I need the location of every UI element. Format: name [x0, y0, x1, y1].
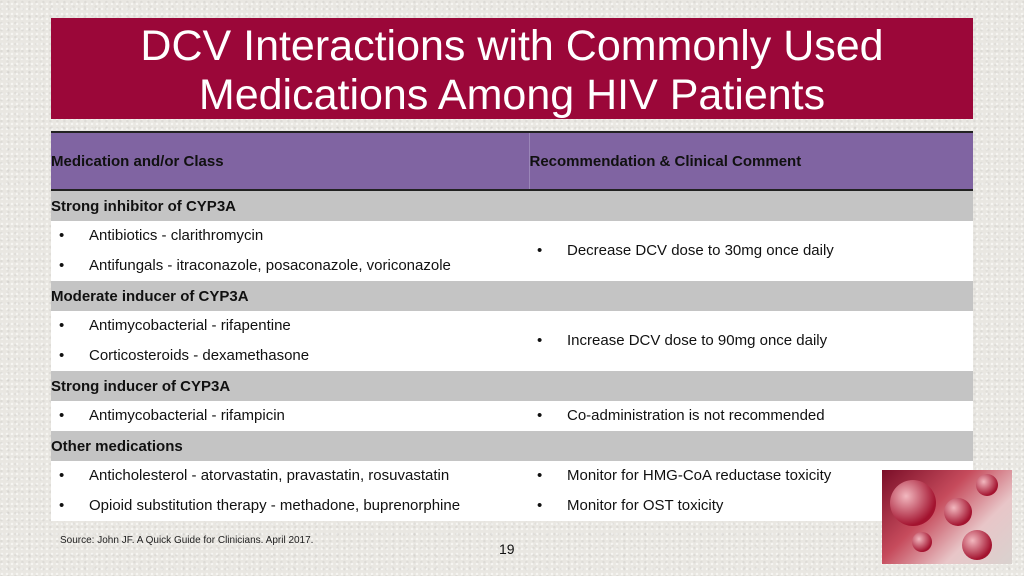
cell-blob [944, 498, 972, 526]
medication-cell: • Antimycobacterial - rifampicin [51, 401, 529, 431]
section-label: Other medications [51, 431, 973, 461]
section-row: Strong inhibitor of CYP3A [51, 190, 973, 221]
list-item: • Opioid substitution therapy - methadone… [51, 491, 529, 521]
section-label: Strong inducer of CYP3A [51, 371, 973, 401]
recommendation-text: Increase DCV dose to 90mg once daily [567, 332, 828, 349]
medication-cell: • Antimycobacterial - rifapentine • Cortic… [51, 311, 529, 371]
list-item: • Anticholesterol - atorvastatin, pravast… [51, 461, 529, 491]
medication-text: Antibiotics - clarithromycin [89, 227, 264, 244]
list-item: • Decrease DCV dose to 30mg once daily [529, 236, 973, 266]
bullet: • [59, 317, 65, 334]
medication-text: Opioid substitution therapy - methadone,… [89, 497, 461, 514]
bullet: • [59, 467, 65, 484]
table-row: • Opioid substitution therapy - methadone… [51, 491, 973, 521]
bullet: • [537, 242, 543, 259]
bullet: • [537, 467, 543, 484]
recommendation-cell: • Decrease DCV dose to 30mg once daily [529, 221, 973, 281]
section-row: Moderate inducer of CYP3A [51, 281, 973, 311]
bullet: • [59, 227, 65, 244]
section-row: Strong inducer of CYP3A [51, 371, 973, 401]
slide-title: DCV Interactions with Commonly Used Medi… [51, 18, 973, 119]
list-item: • Antimycobacterial - rifampicin [51, 401, 529, 431]
table-row: • Antimycobacterial - rifapentine • Cortic… [51, 311, 973, 371]
bullet: • [59, 347, 65, 364]
interactions-table: Medication and/or Class Recommendation &… [51, 131, 973, 521]
medication-text: Corticosteroids - dexamethasone [89, 347, 310, 364]
section-label: Moderate inducer of CYP3A [51, 281, 973, 311]
bullet: • [59, 497, 65, 514]
list-item: • Monitor for HMG-CoA reductase toxicity [529, 461, 973, 491]
bullet: • [59, 407, 65, 424]
header-recommendation: Recommendation & Clinical Comment [528, 131, 973, 191]
medication-cell: • Anticholesterol - atorvastatin, pravast… [51, 461, 529, 491]
medication-text: Antimycobacterial - rifampicin [89, 407, 285, 424]
header-medication: Medication and/or Class [51, 131, 529, 191]
section-row: Other medications [51, 431, 973, 461]
bullet: • [59, 257, 65, 274]
list-item: • Antimycobacterial - rifapentine [51, 311, 529, 341]
medication-text: Anticholesterol - atorvastatin, pravasta… [89, 467, 450, 484]
medication-text: Antimycobacterial - rifapentine [89, 317, 291, 334]
medication-cell: • Antibiotics - clarithromycin • Antifunga… [51, 221, 529, 281]
list-item: • Antibiotics - clarithromycin [51, 221, 529, 251]
page-number: 19 [499, 541, 515, 557]
table-row: • Antimycobacterial - rifampicin • Co-admi… [51, 401, 973, 431]
recommendation-text: Monitor for HMG-CoA reductase toxicity [567, 467, 832, 484]
medication-cell: • Opioid substitution therapy - methadone… [51, 491, 529, 521]
title-line-2: Medications Among HIV Patients [198, 71, 826, 119]
table-row: • Anticholesterol - atorvastatin, pravast… [51, 461, 973, 491]
cell-blob [890, 480, 936, 526]
title-line-1: DCV Interactions with Commonly Used [140, 22, 884, 70]
cell-blob [912, 532, 932, 552]
cell-blob [962, 530, 992, 560]
bullet: • [537, 497, 543, 514]
medication-text: Antifungals - itraconazole, posaconazole… [89, 257, 451, 274]
bullet: • [537, 407, 543, 424]
cell-blob [976, 474, 998, 496]
recommendation-cell: • Increase DCV dose to 90mg once daily [529, 311, 973, 371]
list-item: • Antifungals - itraconazole, posaconazol… [51, 251, 529, 281]
table-row: • Antibiotics - clarithromycin • Antifunga… [51, 221, 973, 281]
recommendation-text: Co-administration is not recommended [567, 407, 825, 424]
source-citation: Source: John JF. A Quick Guide for Clini… [60, 535, 314, 546]
recommendation-text: Monitor for OST toxicity [567, 497, 724, 514]
recommendation-cell: • Co-administration is not recommended [529, 401, 973, 431]
list-item: • Co-administration is not recommended [529, 401, 973, 431]
bullet: • [537, 332, 543, 349]
recommendation-text: Decrease DCV dose to 30mg once daily [567, 242, 834, 259]
list-item: • Corticosteroids - dexamethasone [51, 341, 529, 371]
section-label: Strong inhibitor of CYP3A [51, 190, 973, 221]
list-item: • Increase DCV dose to 90mg once daily [529, 326, 973, 356]
list-item: • Monitor for OST toxicity [529, 491, 973, 521]
decorative-liver-image [882, 470, 1012, 564]
table-header-row: Medication and/or Class Recommendation &… [51, 131, 973, 191]
